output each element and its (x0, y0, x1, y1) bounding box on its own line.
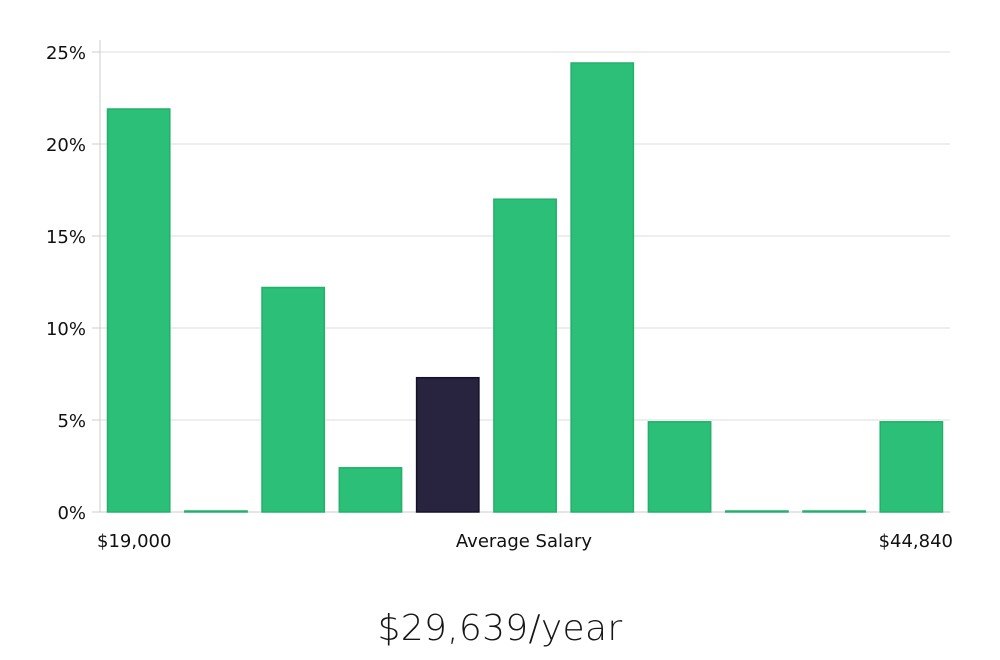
bar (647, 421, 712, 513)
bar (879, 421, 944, 513)
x-min-label: $19,000 (97, 531, 171, 552)
bar (570, 62, 635, 513)
y-tick-label: 5% (57, 411, 86, 432)
y-tick-label: 10% (46, 319, 86, 340)
x-max-label: $44,840 (879, 531, 953, 552)
x-axis-title: Average Salary (456, 531, 593, 552)
bar (493, 198, 557, 513)
y-axis-ticks: 0% 5% 10% 15% 20% 25% (46, 43, 100, 524)
bars (106, 62, 944, 513)
bar (184, 510, 248, 513)
y-tick-label: 25% (46, 43, 86, 64)
y-tick-label: 0% (57, 503, 86, 524)
y-tick-label: 15% (46, 227, 86, 248)
bar-average-salary (415, 376, 480, 513)
average-salary-value: $29,639/year (377, 608, 623, 649)
bar (802, 510, 867, 513)
bar (106, 108, 171, 513)
salary-histogram: 0%5%10%15%20%25% $19,000 Average Salary … (46, 40, 953, 552)
bar (724, 510, 789, 513)
bar (261, 286, 326, 513)
bar (338, 467, 403, 513)
y-tick-label: 20% (46, 135, 86, 156)
